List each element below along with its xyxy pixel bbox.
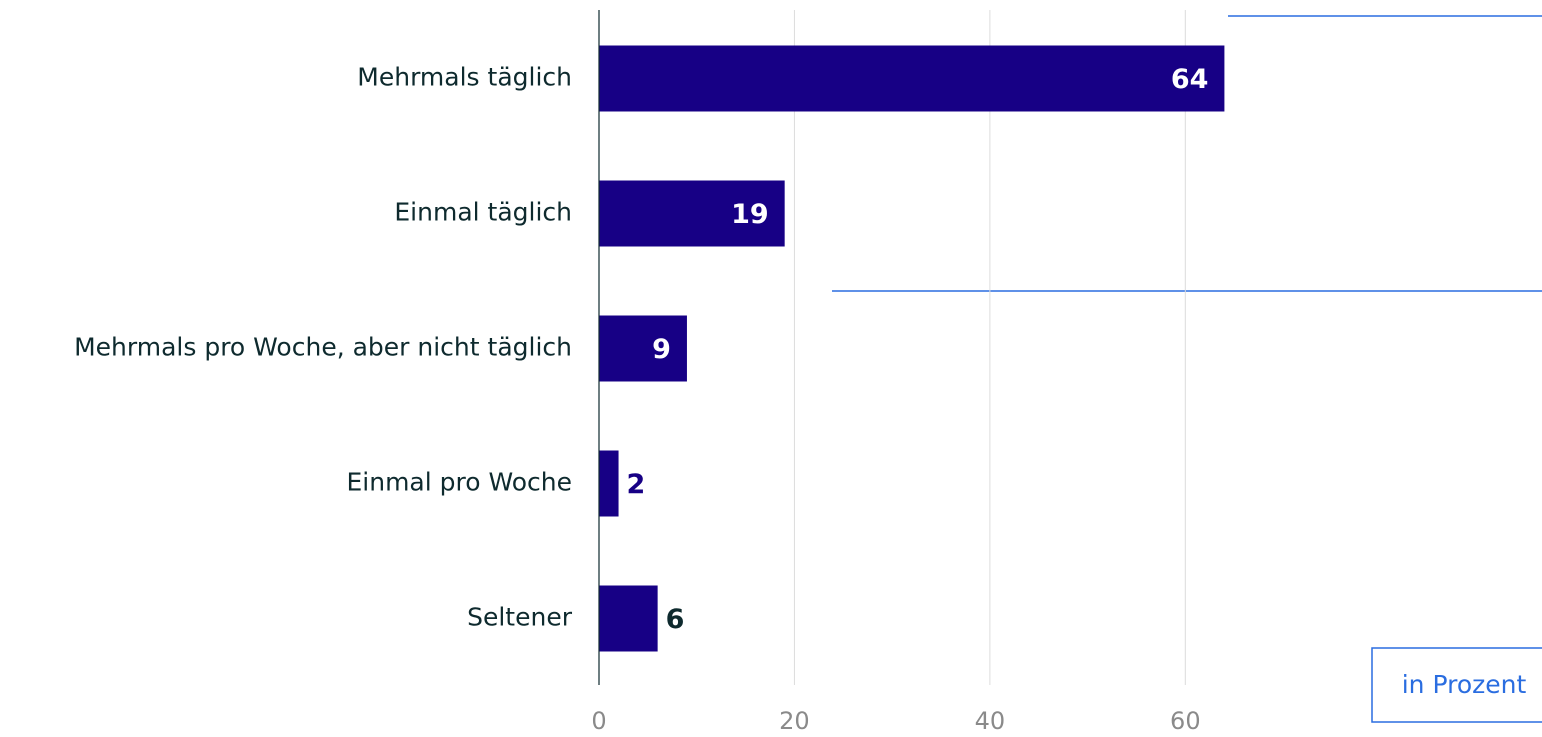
x-tick-label: 60 <box>1170 707 1201 735</box>
annotation-box <box>1371 647 1542 723</box>
value-label: 19 <box>731 199 769 230</box>
x-tick-label: 0 <box>591 707 606 735</box>
category-label: Mehrmals täglich <box>357 63 572 92</box>
x-tick-label: 20 <box>779 707 810 735</box>
category-label: Mehrmals pro Woche, aber nicht täglich <box>74 333 572 362</box>
category-label: Einmal täglich <box>394 198 572 227</box>
bar <box>599 315 687 382</box>
annotation: in Prozent <box>1402 670 1527 699</box>
value-label: 64 <box>1171 64 1209 95</box>
bar <box>599 45 1225 112</box>
category-label: Einmal pro Woche <box>346 468 572 497</box>
x-tick-label: 40 <box>975 707 1006 735</box>
value-label: 2 <box>627 469 646 500</box>
bar <box>599 585 658 652</box>
bar <box>599 450 619 517</box>
bar <box>599 180 785 247</box>
category-label: Seltener <box>467 603 573 632</box>
value-label: 9 <box>652 334 671 365</box>
value-label: 6 <box>666 604 685 635</box>
